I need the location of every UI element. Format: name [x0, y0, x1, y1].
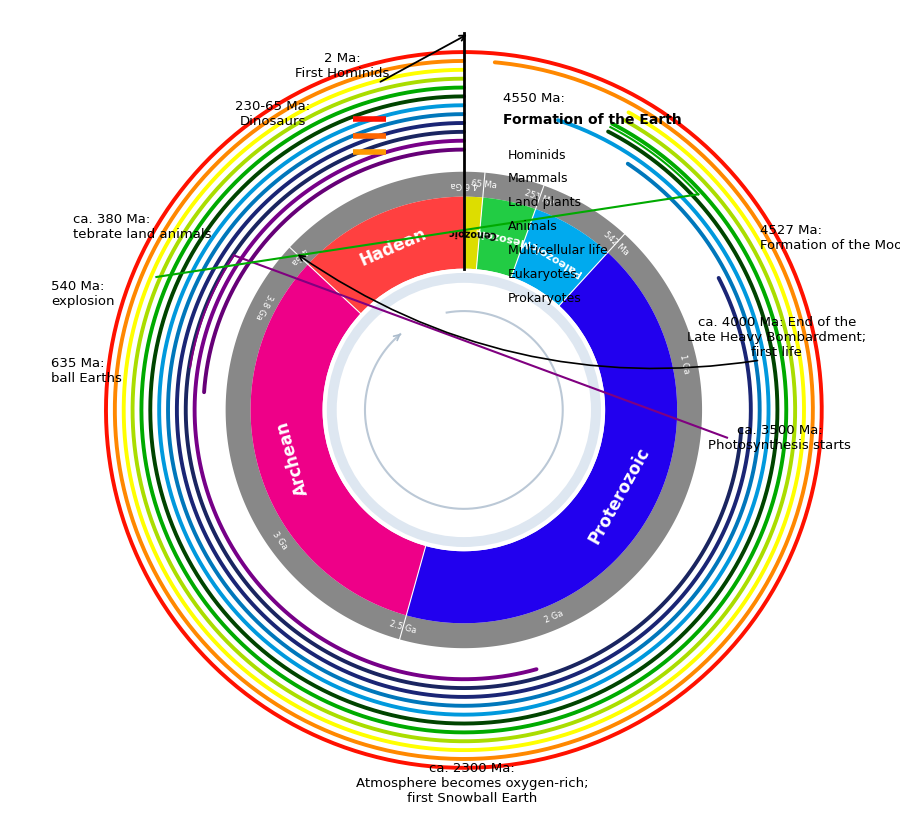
Text: Proterozoic: Proterozoic — [585, 445, 652, 548]
Text: ca. 380 Ma:
tebrate land animals: ca. 380 Ma: tebrate land animals — [73, 213, 211, 241]
Text: 3.8 Ga: 3.8 Ga — [253, 292, 274, 321]
Text: Land plants: Land plants — [508, 196, 581, 209]
Text: ca. 4000 Ma: End of the
Late Heavy Bombardment;
first life: ca. 4000 Ma: End of the Late Heavy Bomba… — [688, 317, 867, 360]
Text: Animals: Animals — [508, 220, 558, 233]
Text: 540 Ma:
explosion: 540 Ma: explosion — [51, 279, 114, 307]
Text: Hominids: Hominids — [508, 149, 567, 161]
Text: Paleozoic: Paleozoic — [527, 238, 583, 278]
Text: Cenozoic: Cenozoic — [447, 227, 497, 239]
Circle shape — [322, 268, 605, 551]
Text: 251 Ma: 251 Ma — [524, 188, 555, 207]
Text: 2 Ga: 2 Ga — [543, 609, 564, 625]
Text: ca. 2300 Ma:
Atmosphere becomes oxygen-rich;
first Snowball Earth: ca. 2300 Ma: Atmosphere becomes oxygen-r… — [356, 762, 589, 805]
Polygon shape — [511, 209, 608, 306]
Polygon shape — [406, 253, 677, 623]
Polygon shape — [308, 197, 464, 313]
Text: 542 Ma: 542 Ma — [602, 229, 631, 257]
Circle shape — [337, 283, 591, 537]
Polygon shape — [250, 264, 426, 615]
Text: Mammals: Mammals — [508, 173, 569, 185]
Text: 2.5 Ga: 2.5 Ga — [389, 619, 418, 636]
Text: Archean: Archean — [274, 418, 312, 497]
Text: 4 Ga: 4 Ga — [289, 246, 309, 266]
Text: Mesozoic: Mesozoic — [472, 226, 531, 248]
Text: 4.6 Ga: 4.6 Ga — [450, 179, 478, 189]
Text: 230-65 Ma:
Dinosaurs: 230-65 Ma: Dinosaurs — [235, 100, 310, 128]
Text: Formation of the Earth: Formation of the Earth — [502, 113, 681, 127]
Circle shape — [327, 273, 601, 547]
Text: Eukaryotes: Eukaryotes — [508, 268, 578, 281]
Text: 4550 Ma:: 4550 Ma: — [502, 92, 564, 106]
Text: 2 Ma:
First Hominids: 2 Ma: First Hominids — [295, 52, 389, 81]
Text: Multicellular life: Multicellular life — [508, 244, 608, 257]
Text: 4527 Ma:
Formation of the Moon: 4527 Ma: Formation of the Moon — [760, 224, 900, 253]
Text: 1 Ga: 1 Ga — [679, 353, 691, 375]
Text: Prokaryotes: Prokaryotes — [508, 292, 582, 304]
Polygon shape — [226, 172, 702, 648]
Polygon shape — [464, 197, 482, 269]
Text: Hadean: Hadean — [357, 225, 429, 270]
Text: 3 Ga: 3 Ga — [270, 529, 289, 551]
Text: 635 Ma:
ball Earths: 635 Ma: ball Earths — [51, 357, 122, 386]
Text: 65 Ma: 65 Ma — [471, 179, 497, 190]
Text: ca. 3500 Ma:
Photosynthesis starts: ca. 3500 Ma: Photosynthesis starts — [708, 424, 851, 452]
Polygon shape — [476, 198, 536, 277]
